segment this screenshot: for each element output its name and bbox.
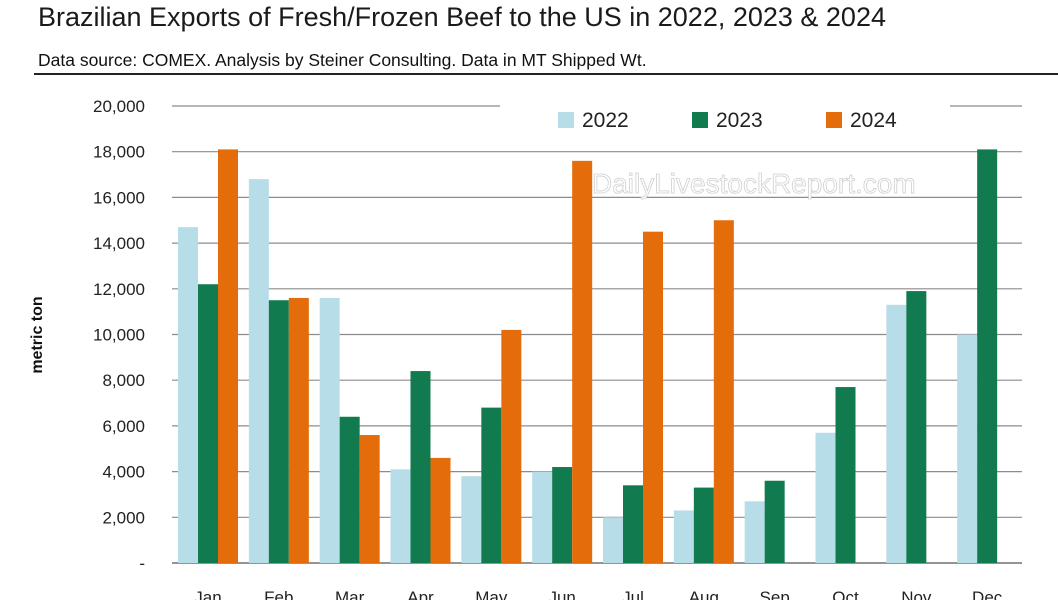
- y-tick-labels: - 2,000 4,000 6,000 8,000 10,000 12,000 14,000 1…: [93, 97, 145, 573]
- bar-2023-feb: [268, 300, 289, 563]
- bar-2023-aug: [693, 487, 714, 563]
- bar-2024-apr: [430, 457, 451, 563]
- bar-2022-oct: [815, 432, 836, 563]
- bar-2023-apr: [410, 371, 431, 563]
- chart-title: Brazilian Exports of Fresh/Frozen Beef t…: [38, 2, 886, 32]
- y-tick-label: 14,000: [93, 234, 145, 253]
- bar-2023-may: [481, 407, 502, 563]
- x-tick-label: Oct: [832, 588, 859, 600]
- x-tick-label: Nov: [901, 588, 932, 600]
- y-tick-label: 16,000: [93, 188, 145, 207]
- y-tick-label: 12,000: [93, 280, 145, 299]
- bar-2022-feb: [248, 179, 269, 563]
- bar-2024-mar: [359, 435, 380, 563]
- bar-2023-mar: [339, 416, 360, 563]
- bar-2022-apr: [390, 469, 411, 563]
- x-tick-label: Sep: [760, 588, 790, 600]
- bar-2023-jul: [623, 485, 643, 563]
- x-tick-label: Jan: [194, 588, 221, 600]
- bar-2024-jul: [643, 231, 663, 564]
- bar-2023-oct: [835, 387, 856, 563]
- bar-2023-dec: [977, 149, 998, 564]
- legend-swatch-2024: [826, 112, 842, 128]
- watermark: DailyLivestockReport.com: [592, 168, 916, 199]
- legend-label-2024: 2024: [850, 109, 897, 132]
- bar-2022-nov: [886, 304, 907, 563]
- legend-swatch-2022: [558, 112, 574, 128]
- bar-2022-jan: [178, 227, 198, 564]
- bar-2022-may: [461, 476, 482, 563]
- x-tick-label: Mar: [335, 588, 365, 600]
- gridlines: [172, 105, 1022, 564]
- x-tick-label: Apr: [407, 588, 434, 600]
- bar-2022-aug: [673, 510, 694, 563]
- y-tick-label: 10,000: [93, 326, 145, 345]
- x-tick-label: Dec: [972, 588, 1003, 600]
- y-tick-label: 6,000: [102, 417, 145, 436]
- bar-2023-jan: [198, 284, 218, 563]
- bars: [178, 149, 998, 564]
- bar-2024-feb: [288, 297, 309, 563]
- bar-2024-jun: [572, 160, 593, 563]
- bar-2022-dec: [957, 334, 978, 563]
- x-tick-label: Jun: [548, 588, 575, 600]
- bar-2022-jun: [532, 471, 553, 563]
- y-tick-label: 20,000: [93, 97, 145, 116]
- bar-2024-may: [501, 329, 522, 563]
- chart-subtitle: Data source: COMEX. Analysis by Steiner …: [38, 50, 647, 70]
- x-tick-label: Feb: [264, 588, 293, 600]
- bar-2023-sep: [764, 480, 785, 563]
- x-tick-label: Jul: [622, 588, 644, 600]
- legend-swatch-2023: [692, 112, 708, 128]
- bar-2022-jul: [603, 517, 623, 563]
- y-tick-label: -: [139, 554, 145, 573]
- legend-label-2023: 2023: [716, 109, 763, 132]
- x-tick-label: Aug: [689, 588, 719, 600]
- title-underline: [34, 73, 1058, 75]
- y-tick-label: 18,000: [93, 143, 145, 162]
- y-tick-label: 2,000: [102, 508, 145, 527]
- y-tick-label: 4,000: [102, 463, 145, 482]
- bar-2022-mar: [319, 297, 340, 563]
- bar-2024-aug: [713, 220, 734, 563]
- x-tick-label: May: [475, 588, 508, 600]
- x-tick-labels: Jan Feb Mar Apr May Jun Jul Aug Sep Oct Nov Dec: [194, 588, 1002, 600]
- bar-2022-sep: [744, 501, 765, 563]
- bar-2023-nov: [906, 291, 927, 563]
- bar-2023-jun: [552, 467, 573, 563]
- legend: 2022 2023 2024: [558, 109, 897, 132]
- y-tick-label: 8,000: [102, 371, 145, 390]
- legend-label-2022: 2022: [582, 109, 629, 132]
- bar-2024-jan: [218, 149, 238, 564]
